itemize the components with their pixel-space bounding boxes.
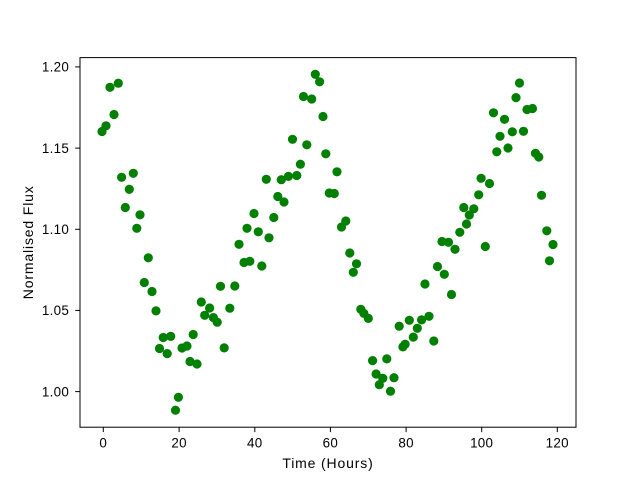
svg-text:Time (Hours): Time (Hours) [282, 455, 373, 471]
svg-text:0: 0 [99, 436, 107, 451]
svg-text:80: 80 [398, 436, 414, 451]
svg-text:20: 20 [171, 436, 187, 451]
svg-text:40: 40 [247, 436, 263, 451]
svg-text:1.15: 1.15 [42, 141, 69, 156]
svg-text:60: 60 [323, 436, 339, 451]
svg-text:Normalised Flux: Normalised Flux [20, 185, 36, 299]
svg-text:1.10: 1.10 [42, 222, 69, 237]
svg-text:1.05: 1.05 [42, 303, 69, 318]
svg-text:1.20: 1.20 [42, 60, 69, 75]
svg-text:100: 100 [470, 436, 493, 451]
svg-text:1.00: 1.00 [42, 384, 69, 399]
svg-text:120: 120 [546, 436, 569, 451]
